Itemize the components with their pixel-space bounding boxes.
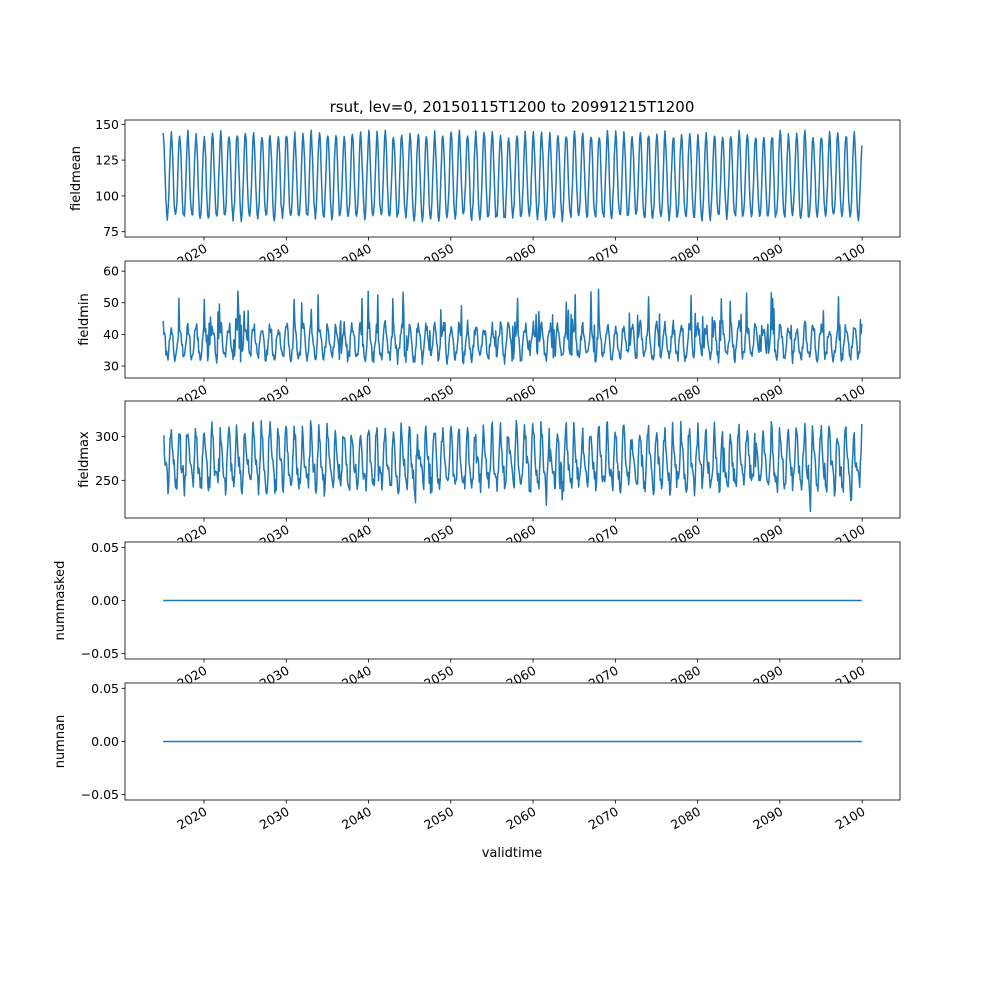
y-tick-label: 60 bbox=[103, 264, 119, 279]
x-tick-label: 2030 bbox=[257, 804, 292, 833]
y-tick-label: 0.05 bbox=[91, 540, 119, 555]
x-tick-label: 2100 bbox=[833, 804, 868, 833]
y-tick-label: 0.05 bbox=[91, 681, 119, 696]
x-tick-label: 2060 bbox=[504, 804, 539, 833]
y-axis-label: fieldmax bbox=[77, 431, 92, 488]
axes-frame bbox=[124, 260, 901, 379]
series-line-fieldmin bbox=[162, 288, 863, 365]
y-tick-label: 40 bbox=[103, 327, 119, 342]
y-tick-label: −0.05 bbox=[81, 646, 119, 661]
x-axis-label: validtime bbox=[482, 846, 543, 861]
series-line-fieldmax bbox=[162, 420, 863, 513]
y-axis-label: fieldmean bbox=[69, 146, 84, 211]
y-tick-label: 30 bbox=[103, 358, 119, 373]
y-tick-label: 0.00 bbox=[91, 593, 119, 608]
axes-frame bbox=[124, 400, 901, 519]
y-axis-label: numnan bbox=[53, 715, 68, 769]
panel-numnan: −0.05 0.00 0.05 numnan 2020 2030 2040 2050 2060 2… bbox=[53, 681, 901, 833]
x-tick-label: 2040 bbox=[339, 804, 374, 833]
series-line-fieldmean bbox=[162, 129, 863, 223]
x-tick-label: 2020 bbox=[174, 804, 209, 833]
x-tick-label: 2090 bbox=[750, 804, 785, 833]
y-tick-label: 300 bbox=[95, 429, 119, 444]
y-tick-label: 0.00 bbox=[91, 734, 119, 749]
y-tick-label: 50 bbox=[103, 295, 119, 310]
chart-title: rsut, lev=0, 20150115T1200 to 20991215T1… bbox=[330, 98, 695, 116]
y-tick-label: 125 bbox=[95, 153, 119, 168]
y-tick-label: 75 bbox=[103, 224, 119, 239]
y-axis-label: nummasked bbox=[53, 561, 68, 641]
y-tick-label: 100 bbox=[95, 188, 119, 203]
y-tick-label: −0.05 bbox=[81, 787, 119, 802]
y-axis-label: fieldmin bbox=[77, 293, 92, 346]
axes-frame bbox=[124, 119, 901, 238]
x-tick-label: 2050 bbox=[421, 804, 456, 833]
x-tick-label: 2080 bbox=[668, 804, 703, 833]
x-tick-label: 2070 bbox=[586, 804, 621, 833]
y-tick-label: 250 bbox=[95, 473, 119, 488]
y-tick-label: 150 bbox=[95, 117, 119, 132]
